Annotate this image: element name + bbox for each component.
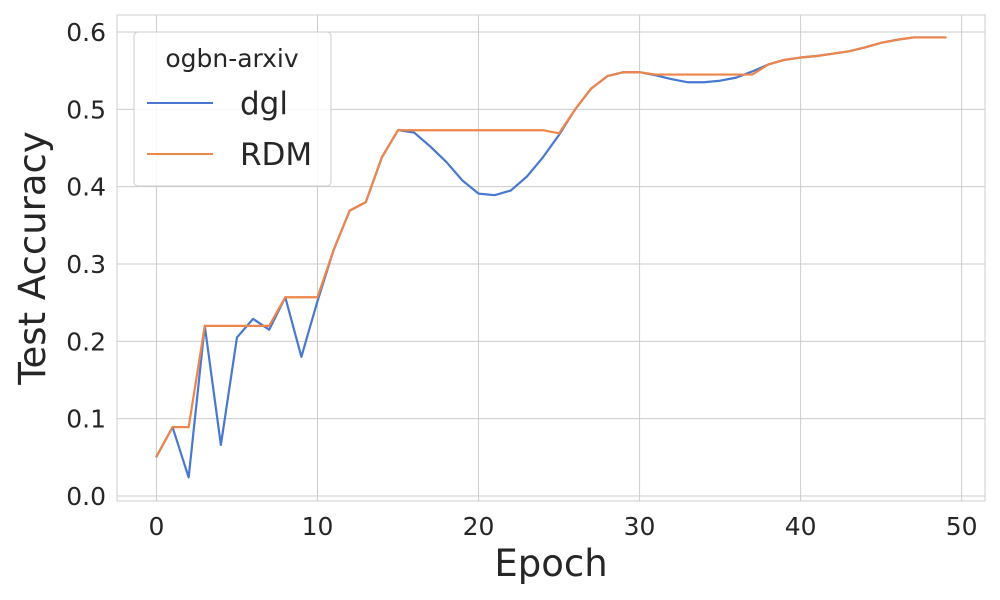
y-tick-labels: 0.0 0.1 0.2 0.3 0.4 0.5 0.6 [66, 18, 106, 511]
y-tick-label: 0.3 [66, 250, 106, 279]
x-tick-labels: 0 10 20 30 40 50 [149, 512, 978, 541]
legend-label-dgl: dgl [240, 86, 288, 122]
legend-title: ogbn-arxiv [165, 44, 299, 73]
x-tick-label: 10 [302, 512, 334, 541]
legend: ogbn-arxiv dgl RDM [133, 31, 332, 187]
series-line-rdm [155, 36, 947, 458]
legend-box [133, 31, 332, 187]
x-tick-label: 50 [946, 512, 978, 541]
y-axis-label: Test Accuracy [11, 131, 54, 386]
legend-label-rdm: RDM [240, 137, 312, 173]
x-tick-label: 30 [624, 512, 656, 541]
y-tick-label: 0.4 [66, 173, 106, 202]
y-tick-label: 0.6 [66, 18, 106, 47]
y-tick-label: 0.1 [66, 405, 106, 434]
x-axis-label: Epoch [494, 542, 607, 585]
y-tick-label: 0.0 [66, 482, 106, 511]
x-tick-label: 40 [785, 512, 817, 541]
series-lines [155, 36, 947, 479]
x-tick-label: 0 [149, 512, 165, 541]
y-tick-label: 0.5 [66, 95, 106, 124]
x-tick-label: 20 [463, 512, 495, 541]
y-tick-label: 0.2 [66, 327, 106, 356]
